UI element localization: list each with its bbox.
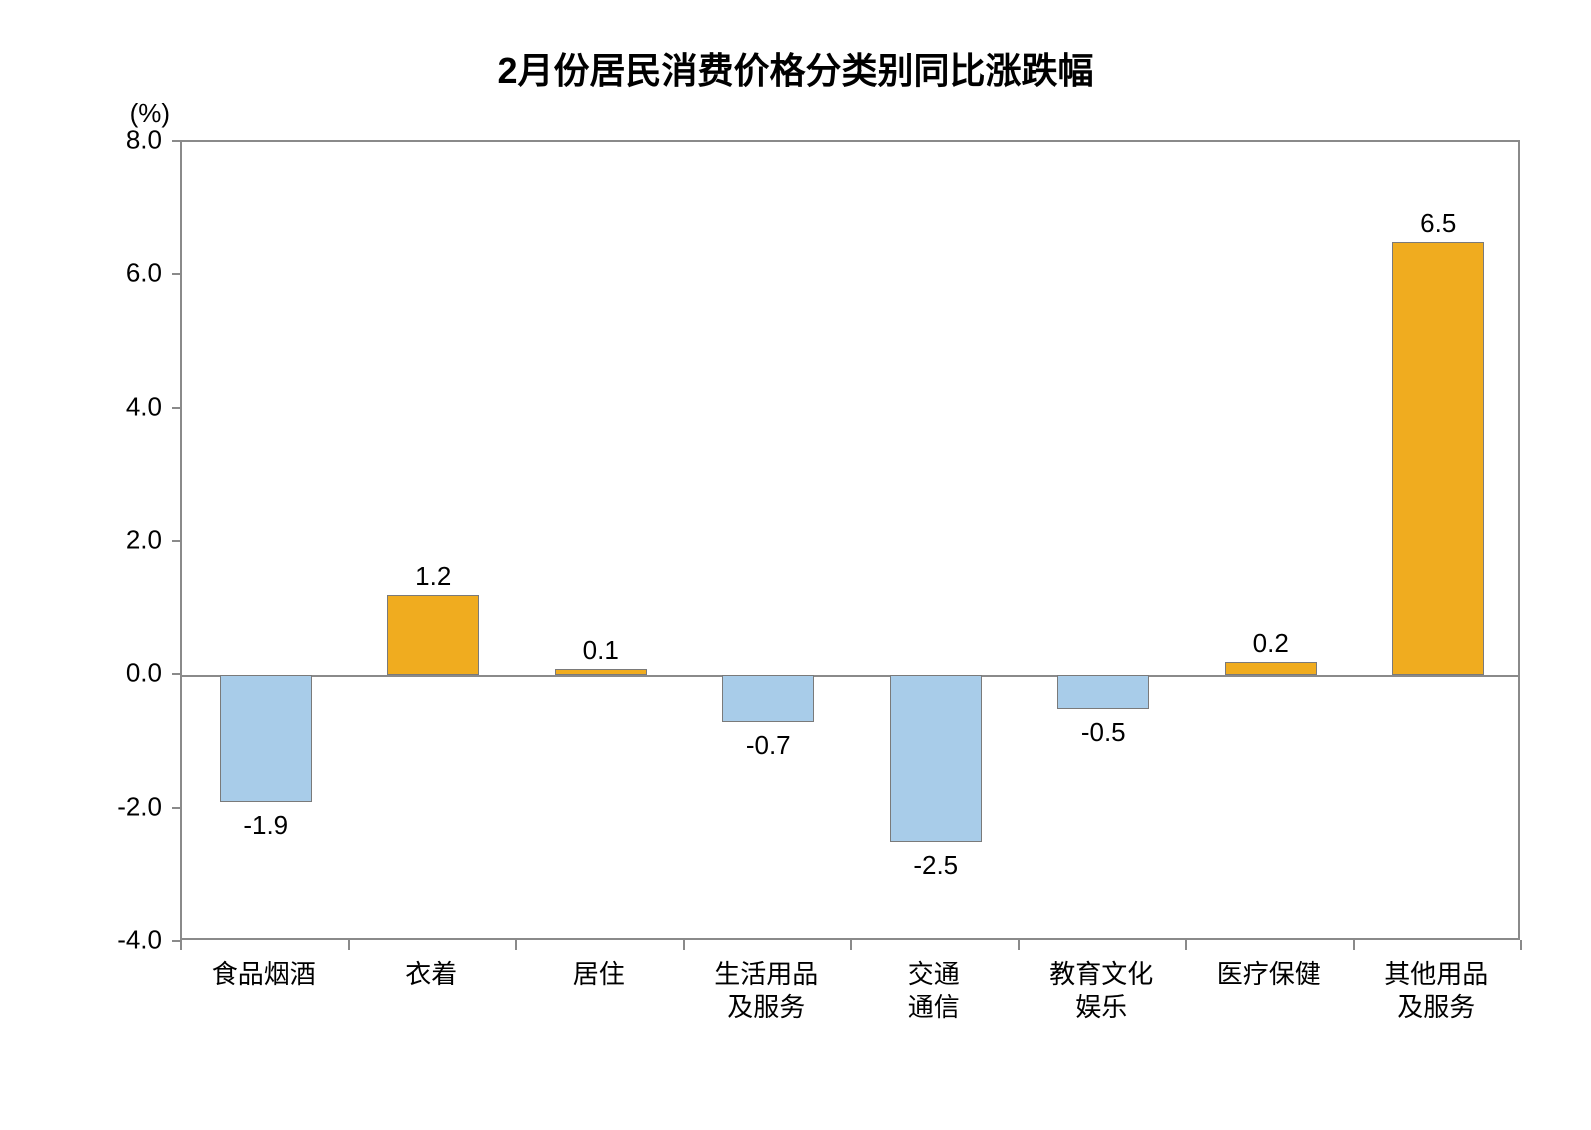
chart-title: 2月份居民消费价格分类别同比涨跌幅 bbox=[0, 42, 1591, 94]
y-tick-mark bbox=[172, 807, 180, 809]
y-tick-label: 4.0 bbox=[82, 391, 162, 422]
y-tick-mark bbox=[172, 273, 180, 275]
x-tick-mark bbox=[180, 940, 182, 950]
y-tick-label: -2.0 bbox=[82, 791, 162, 822]
x-category-label: 其他用品 及服务 bbox=[1353, 958, 1521, 1023]
x-category-label: 居住 bbox=[515, 958, 683, 991]
x-tick-mark bbox=[1353, 940, 1355, 950]
x-category-label: 交通 通信 bbox=[850, 958, 1018, 1023]
bar bbox=[1225, 662, 1317, 675]
bar bbox=[722, 675, 814, 722]
y-tick-mark bbox=[172, 940, 180, 942]
x-tick-mark bbox=[515, 940, 517, 950]
x-tick-mark bbox=[1018, 940, 1020, 950]
y-tick-mark bbox=[172, 673, 180, 675]
bar-value-label: -2.5 bbox=[852, 850, 1020, 881]
bar-value-label: -1.9 bbox=[182, 810, 350, 841]
plot-area: -1.9 1.2 0.1 -0.7 -2.5 -0.5 0.2 6.5 bbox=[180, 140, 1520, 940]
x-category-label: 教育文化 娱乐 bbox=[1018, 958, 1186, 1023]
x-category-label: 衣着 bbox=[348, 958, 516, 991]
cpi-bar-chart: 2月份居民消费价格分类别同比涨跌幅 (%) -1.91.20.1-0.7-2.5… bbox=[0, 0, 1591, 1130]
x-tick-mark bbox=[683, 940, 685, 950]
bar-value-label: -0.5 bbox=[1020, 717, 1188, 748]
x-tick-mark bbox=[1185, 940, 1187, 950]
y-tick-mark bbox=[172, 140, 180, 142]
y-tick-label: 6.0 bbox=[82, 258, 162, 289]
y-tick-label: 0.0 bbox=[82, 658, 162, 689]
bar-value-label: 0.2 bbox=[1187, 628, 1355, 659]
bar-value-label: 6.5 bbox=[1355, 208, 1523, 239]
x-tick-mark bbox=[1520, 940, 1522, 950]
y-tick-mark bbox=[172, 540, 180, 542]
x-category-label: 医疗保健 bbox=[1185, 958, 1353, 991]
bar bbox=[890, 675, 982, 842]
zero-axis-line bbox=[182, 675, 1518, 677]
x-category-label: 食品烟酒 bbox=[180, 958, 348, 991]
y-tick-label: -4.0 bbox=[82, 925, 162, 956]
x-category-label: 生活用品 及服务 bbox=[683, 958, 851, 1023]
bar bbox=[220, 675, 312, 802]
bar bbox=[387, 595, 479, 675]
bar bbox=[1392, 242, 1484, 675]
bar-value-label: 0.1 bbox=[517, 635, 685, 666]
x-tick-mark bbox=[348, 940, 350, 950]
x-tick-mark bbox=[850, 940, 852, 950]
bar-value-label: 1.2 bbox=[350, 561, 518, 592]
y-tick-label: 8.0 bbox=[82, 125, 162, 156]
bar bbox=[1057, 675, 1149, 708]
bar-value-label: -0.7 bbox=[685, 730, 853, 761]
y-tick-mark bbox=[172, 407, 180, 409]
y-tick-label: 2.0 bbox=[82, 525, 162, 556]
bar bbox=[555, 669, 647, 676]
